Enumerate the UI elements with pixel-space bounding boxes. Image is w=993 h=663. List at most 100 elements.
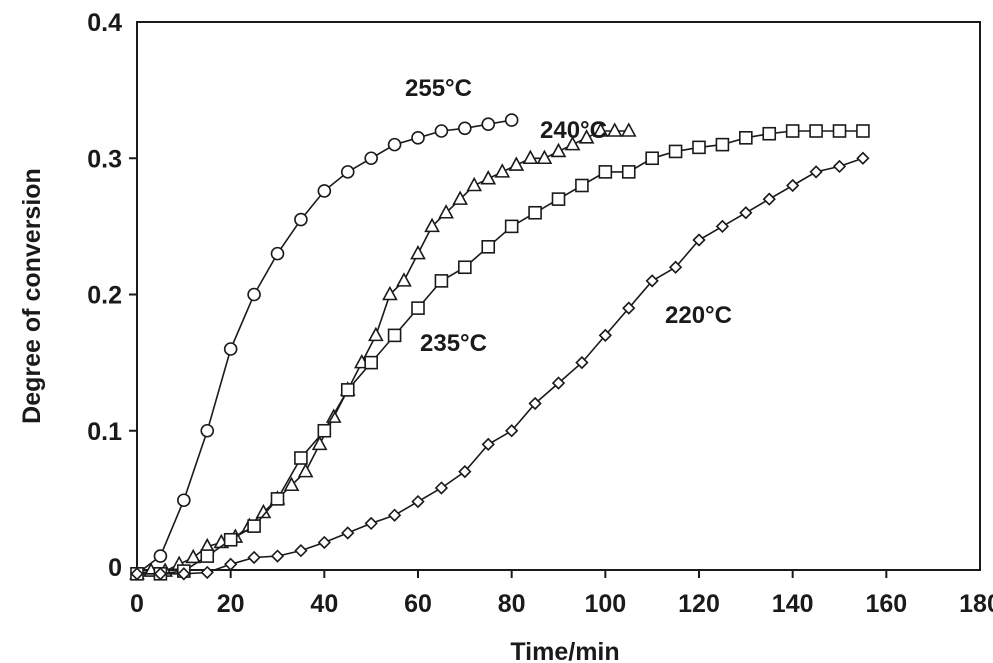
diamond-marker — [575, 355, 589, 370]
diamond-marker — [481, 437, 495, 452]
y-axis-title: Degree of conversion — [18, 168, 46, 424]
x-tick-label: 180 — [959, 590, 993, 618]
circle-marker — [247, 287, 261, 302]
triangle-marker — [297, 462, 314, 478]
diamond-marker — [739, 206, 753, 220]
x-tick-label: 140 — [772, 590, 814, 618]
circle-marker — [387, 137, 402, 152]
triangle-marker — [438, 204, 454, 219]
triangle-marker — [480, 170, 497, 185]
diamond-marker — [411, 494, 425, 509]
series-labels: 255°C 240°C 235°C 220°C — [405, 75, 732, 357]
diamond-marker — [317, 535, 331, 550]
circle-marker — [340, 165, 355, 179]
y-tick-label: 0.1 — [87, 418, 122, 446]
triangle-marker — [466, 176, 483, 192]
square-marker — [504, 219, 519, 234]
series-3 — [130, 151, 870, 581]
diamond-marker — [153, 567, 168, 581]
diamond-marker — [224, 557, 238, 571]
triangle-marker — [592, 122, 609, 137]
diamond-marker — [762, 192, 776, 206]
y-tick-label: 0.4 — [87, 9, 122, 37]
plot-frame — [136, 21, 981, 571]
square-marker — [270, 492, 285, 506]
diamond-marker — [832, 159, 847, 174]
circle-marker — [317, 184, 332, 198]
square-marker — [668, 144, 683, 159]
diamond-marker — [200, 565, 214, 580]
diamond-marker — [458, 464, 472, 479]
circle-marker — [200, 423, 215, 438]
square-marker — [598, 165, 613, 179]
series-label-255: 255°C — [405, 75, 472, 102]
square-marker — [856, 124, 870, 138]
circle-marker — [481, 117, 496, 131]
circle-marker — [177, 493, 191, 508]
circle-marker — [153, 549, 168, 563]
square-marker — [247, 519, 261, 533]
square-marker — [434, 274, 449, 288]
triangle-marker — [185, 548, 202, 564]
series-1 — [129, 122, 637, 580]
square-marker — [739, 131, 753, 145]
series-label-240: 240°C — [540, 117, 607, 144]
triangle-marker — [536, 149, 553, 165]
diamond-marker — [809, 165, 823, 179]
square-marker — [832, 124, 847, 138]
triangle-marker — [606, 122, 623, 137]
diamond-marker — [434, 481, 449, 495]
diamond-marker — [177, 567, 191, 581]
series-layer — [129, 113, 870, 581]
square-marker — [223, 532, 238, 547]
square-marker — [458, 260, 472, 275]
x-tick-label: 80 — [498, 590, 526, 618]
triangle-marker — [508, 156, 525, 171]
diamond-marker — [786, 178, 800, 193]
y-tick-label: 0 — [108, 554, 122, 582]
diamond-marker — [387, 508, 402, 522]
square-marker — [551, 192, 566, 206]
square-marker — [785, 124, 800, 138]
circle-marker — [294, 212, 308, 227]
x-tick-label: 0 — [130, 590, 144, 618]
triangle-marker — [424, 217, 440, 233]
diamond-marker — [247, 550, 261, 565]
square-marker — [715, 137, 730, 152]
diamond-marker — [692, 233, 706, 247]
triangle-marker — [578, 129, 595, 144]
y-tick-label: 0.3 — [87, 145, 122, 173]
diamond-marker — [364, 516, 378, 531]
square-marker — [645, 151, 659, 166]
square-marker — [411, 301, 425, 315]
triangle-marker — [396, 272, 412, 287]
triangle-marker — [283, 476, 300, 492]
x-tick-label: 20 — [217, 590, 245, 618]
triangle-marker — [325, 408, 342, 423]
circle-marker — [270, 246, 285, 261]
x-tick-label: 60 — [404, 590, 432, 618]
square-marker — [317, 423, 332, 438]
diamond-marker — [856, 151, 870, 165]
series-line — [137, 157, 864, 575]
square-marker — [809, 124, 823, 138]
circle-marker — [364, 151, 378, 166]
x-tick-label: 100 — [584, 590, 626, 618]
circle-marker — [458, 121, 472, 136]
diamond-marker — [270, 549, 285, 563]
series-2 — [130, 124, 870, 581]
triangle-marker — [382, 285, 398, 301]
square-marker — [692, 140, 706, 155]
square-marker — [762, 126, 777, 141]
triangle-marker — [550, 142, 567, 158]
diamond-marker — [668, 260, 683, 274]
square-marker — [575, 178, 589, 193]
series-label-220: 220°C — [665, 302, 732, 329]
square-marker — [340, 383, 355, 397]
x-tick-label: 40 — [310, 590, 338, 618]
circle-marker — [223, 342, 238, 356]
diamond-marker — [598, 328, 612, 343]
diamond-marker — [505, 424, 519, 438]
series-0 — [130, 113, 519, 581]
